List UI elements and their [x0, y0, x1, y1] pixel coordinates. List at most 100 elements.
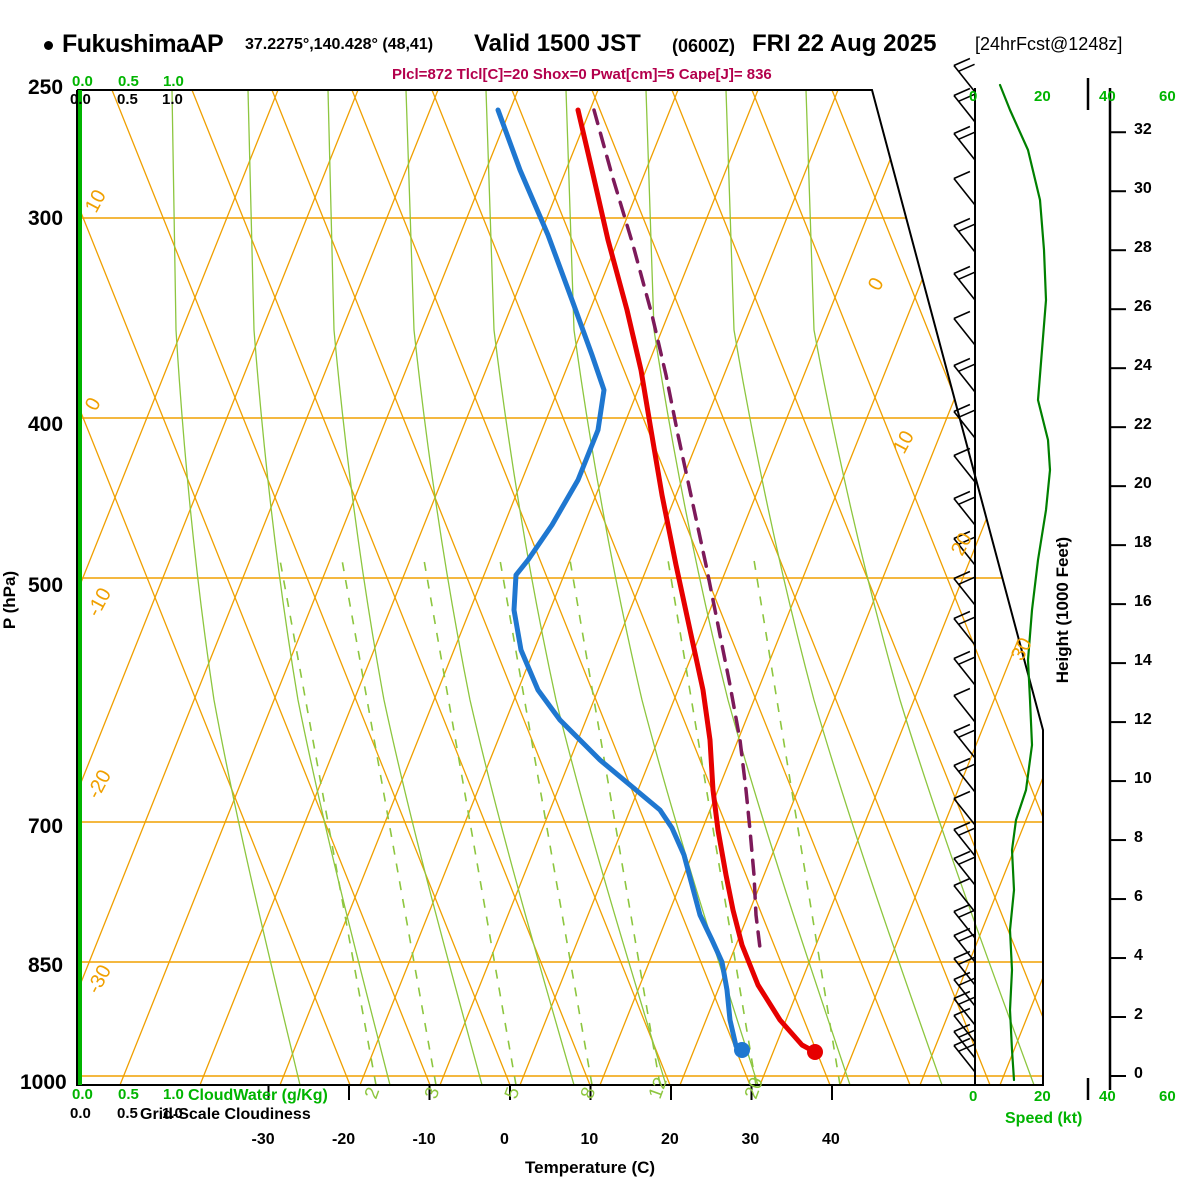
wind-barb-shaft [953, 957, 976, 986]
wind-barb-flag [958, 1043, 975, 1053]
height-tick-32: 32 [1134, 121, 1152, 139]
height-tick-12: 12 [1134, 711, 1152, 729]
wind-barb-flag [953, 877, 971, 887]
wind-barb-shaft [953, 317, 976, 346]
wind-barb-flag [958, 956, 975, 966]
height-tick-20: 20 [1134, 475, 1152, 493]
speed-tick-bottom-3: 60 [1159, 1088, 1176, 1105]
wind-barb-flag [953, 821, 971, 831]
wind-barb-flag [958, 496, 975, 506]
wind-barb-flag [953, 971, 971, 981]
cloudwater-tick-top-1: 0.5 [118, 73, 139, 90]
isotherm-label-30: 30 [1007, 634, 1037, 664]
cloudiness-tick-bottom-0: 0.0 [70, 1105, 91, 1122]
wind-barb-flag [953, 310, 971, 320]
wind-barb-shaft [953, 577, 976, 606]
cloudwater-tick-bottom-2: 1.0 [163, 1086, 184, 1103]
wind-barb-flag [953, 265, 971, 275]
wind-barb-flag [953, 1007, 971, 1017]
mixing-ratio-label-5: 5 [501, 1085, 524, 1102]
wind-barb-shaft [953, 764, 976, 793]
wind-barb-flag [953, 757, 971, 767]
mixing-ratio-labels: 2 3 5 8 12 20 [361, 1075, 768, 1102]
temperature-curve [575, 107, 818, 1055]
station-coordinates: 37.2275°,140.428° (48,41) [245, 36, 434, 53]
wind-barb-flag [958, 763, 975, 773]
wind-barb-flag [958, 909, 975, 919]
wind-barb-flag [953, 903, 971, 913]
wind-barb-shaft [953, 730, 976, 759]
wind-barbs [953, 57, 976, 1073]
wind-barb-shaft [953, 410, 976, 439]
wind-barb-shaft [953, 224, 976, 253]
wind-barb-flag [958, 933, 975, 943]
speed-tick-bottom-2: 40 [1099, 1088, 1116, 1105]
parcel-path-curve [592, 108, 762, 950]
wind-barb-shaft [953, 1014, 976, 1043]
cloudiness-tick-bottom-1: 0.5 [117, 1105, 138, 1122]
speed-tick-top-3: 60 [1159, 88, 1176, 105]
surface-marker-dewpoint [734, 1042, 750, 1058]
wind-barb-flag [953, 570, 971, 580]
wind-barb-shaft [953, 454, 976, 483]
wind-barb-flag [953, 357, 971, 367]
wind-barb-flag [953, 723, 971, 733]
pressure-tick-500: 500 [28, 573, 64, 597]
wind-barb-flag [953, 610, 971, 620]
wind-barb-flag [953, 87, 971, 97]
valid-date: FRI 22 Aug 2025 [752, 30, 937, 57]
wind-barb-flag [958, 409, 975, 419]
wind-barb-flag [958, 616, 975, 626]
height-axis-ticks [1110, 131, 1126, 1077]
wind-barb-flag [953, 950, 971, 960]
wind-barb-flag [958, 996, 975, 1006]
cloudiness-tick-top-1: 0.5 [117, 91, 138, 108]
wind-barb-shaft [953, 978, 976, 1007]
cloudiness-tick-bottom-2: 1.0 [162, 1105, 183, 1122]
isotherm-label--20: -20 [83, 766, 116, 802]
speed-tick-bottom-1: 20 [1034, 1088, 1051, 1105]
isotherm-label--10: -10 [83, 584, 116, 620]
temperature-tick--10: -10 [412, 1131, 436, 1148]
pressure-tick-850: 850 [28, 954, 64, 978]
mixing-ratio-label-2: 2 [361, 1085, 384, 1102]
dewpoint-curve [495, 107, 745, 1053]
height-tick-16: 16 [1134, 593, 1152, 611]
height-tick-2: 2 [1134, 1006, 1143, 1023]
speed-axis-label: Speed (kt) [1005, 1110, 1083, 1127]
valid-time: Valid 1500 JST [474, 30, 641, 57]
temperature-axis-label: Temperature (C) [525, 1158, 656, 1177]
height-tick-6: 6 [1134, 888, 1143, 906]
mixing-ratio-label-3: 3 [421, 1085, 444, 1102]
wind-barb-flag [958, 93, 975, 103]
wind-barb-shaft [953, 272, 976, 301]
height-tick-22: 22 [1134, 416, 1152, 434]
valid-time-zulu: (0600Z) [672, 36, 736, 56]
temperature-tick--30: -30 [251, 1131, 275, 1148]
station-name: FukushimaAP [62, 30, 224, 58]
cloudwater-tick-top-2: 1.0 [163, 73, 184, 90]
height-tick-10: 10 [1134, 770, 1152, 788]
temperature-axis-ticks [267, 1085, 833, 1100]
grid-lines [77, 90, 1043, 1085]
wind-barb-shaft [953, 177, 976, 206]
height-tick-8: 8 [1134, 829, 1143, 847]
cloudwater-tick-top-0: 0.0 [72, 73, 93, 90]
wind-barb-flag [958, 63, 975, 73]
wind-barb-flag [953, 490, 971, 500]
wind-speed-curve [998, 83, 1052, 1082]
wind-barb-flag [958, 363, 975, 373]
wind-barb-shaft [953, 94, 976, 123]
wind-barb-shaft [953, 537, 976, 566]
height-tick-30: 30 [1134, 180, 1152, 198]
mixing-ratio-label-8: 8 [577, 1085, 600, 1102]
wind-barb-shaft [953, 657, 976, 686]
wind-barb-flag [953, 125, 971, 135]
isotherm-label-0: 0 [864, 274, 889, 294]
cloudiness-axis-label: Grid-Scale Cloudiness [140, 1106, 311, 1123]
cloudiness-tick-top-2: 1.0 [162, 91, 183, 108]
height-tick-14: 14 [1134, 652, 1152, 670]
mixing-ratio-label-20: 20 [741, 1075, 768, 1102]
surface-marker-temperature [807, 1044, 823, 1060]
station-marker-dot [44, 41, 53, 50]
